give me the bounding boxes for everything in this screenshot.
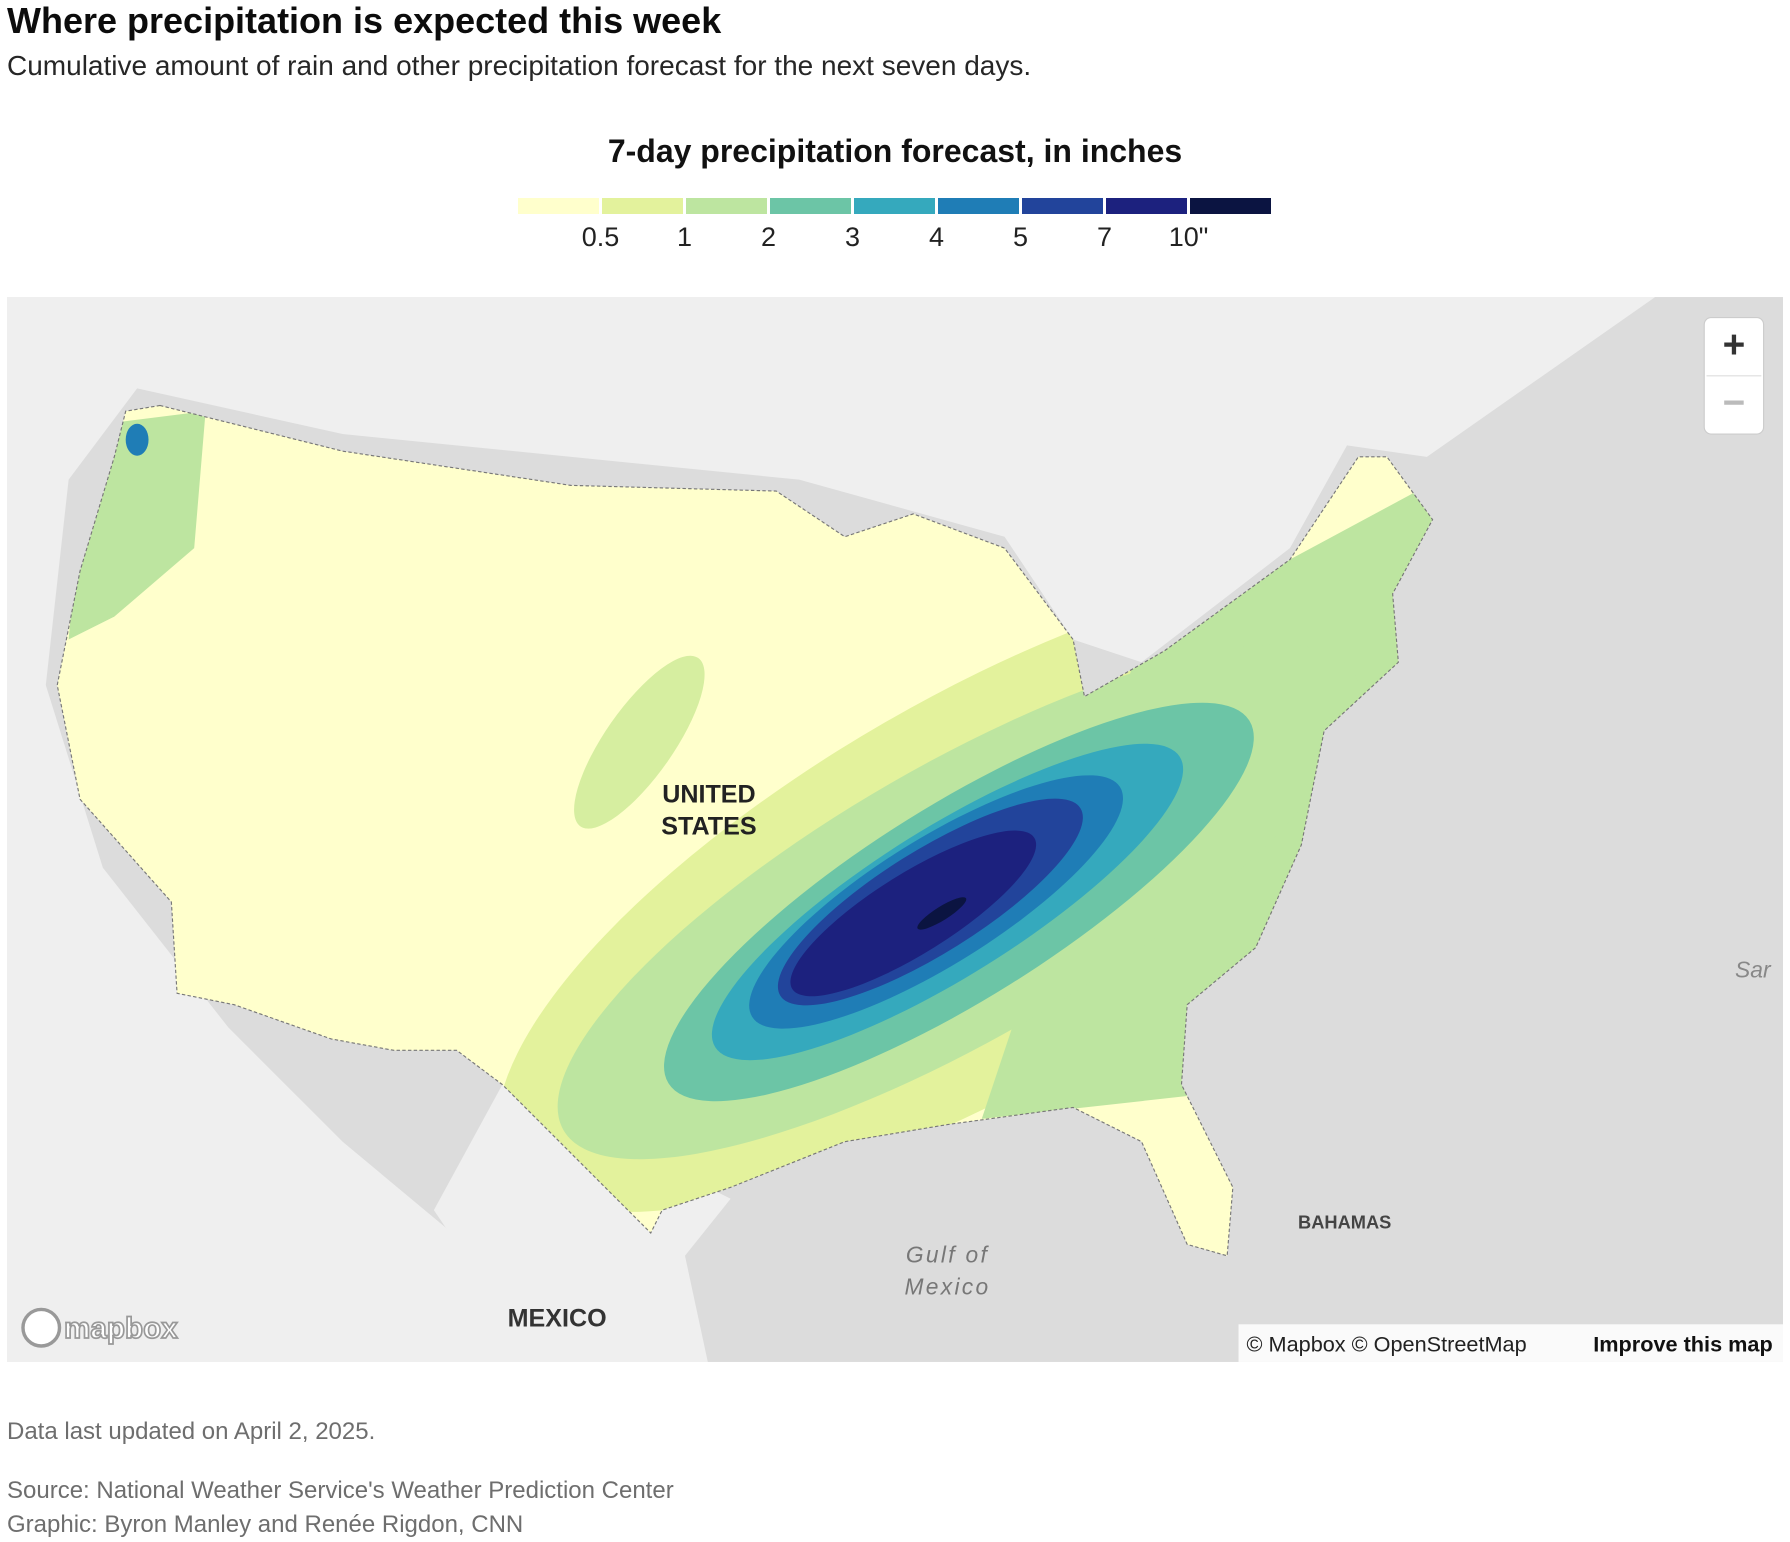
legend-label: 2 <box>761 222 776 252</box>
precipitation <box>68 411 1433 1212</box>
country-label: MEXICO <box>508 1305 607 1333</box>
legend-swatch <box>770 198 851 214</box>
legend-label: 10" <box>1169 222 1209 252</box>
legend-label: 1 <box>677 222 692 252</box>
subtitle: Cumulative amount of rain and other prec… <box>7 50 1032 81</box>
mapbox-logo[interactable]: mapbox <box>63 1311 179 1346</box>
land <box>433 1084 731 1362</box>
zoom-in[interactable]: + <box>1723 324 1746 367</box>
legend-title: 7-day precipitation forecast, in inches <box>607 133 1183 169</box>
title: Where precipitation is expected this wee… <box>7 0 722 41</box>
legend-swatch <box>602 198 683 214</box>
legend-swatch <box>1190 198 1271 214</box>
updated: Data last updated on April 2, 2025. <box>7 1418 376 1445</box>
legend-label: 7 <box>1097 222 1112 252</box>
legend-swatch <box>854 198 935 214</box>
legend-swatch <box>686 198 767 214</box>
legend: 0.5 1 2 3 4 5 7 10" <box>518 198 1271 252</box>
improve-map[interactable]: Improve this map <box>1593 1332 1772 1357</box>
source: Source: National Weather Service's Weath… <box>7 1477 674 1504</box>
legend-swatch <box>938 198 1019 214</box>
legend-swatch <box>1022 198 1103 214</box>
land <box>7 297 1656 1362</box>
country-label: BAHAMAS <box>1298 1211 1391 1232</box>
credit: Graphic: Byron Manley and Renée Rigdon, … <box>7 1511 524 1538</box>
legend-label: 5 <box>1013 222 1028 252</box>
country-label: UNITED STATES <box>661 781 756 841</box>
zoom-out[interactable]: − <box>1723 382 1746 425</box>
legend-label: 4 <box>929 222 944 252</box>
water-label: Sar <box>1735 956 1772 982</box>
map: UNITED STATES MEXICO Gulf of Mexico BAHAMA… <box>7 297 1783 1362</box>
water-label: Gulf of Mexico <box>905 1242 991 1300</box>
legend-swatch <box>518 198 599 214</box>
legend-label: 3 <box>845 222 860 252</box>
legend-label: 0.5 <box>582 222 620 252</box>
attribution[interactable]: © Mapbox © OpenStreetMap <box>1247 1332 1527 1357</box>
legend-swatch <box>1106 198 1187 214</box>
